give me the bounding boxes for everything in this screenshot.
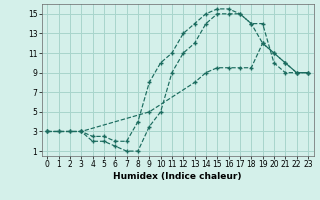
X-axis label: Humidex (Indice chaleur): Humidex (Indice chaleur) (113, 172, 242, 181)
